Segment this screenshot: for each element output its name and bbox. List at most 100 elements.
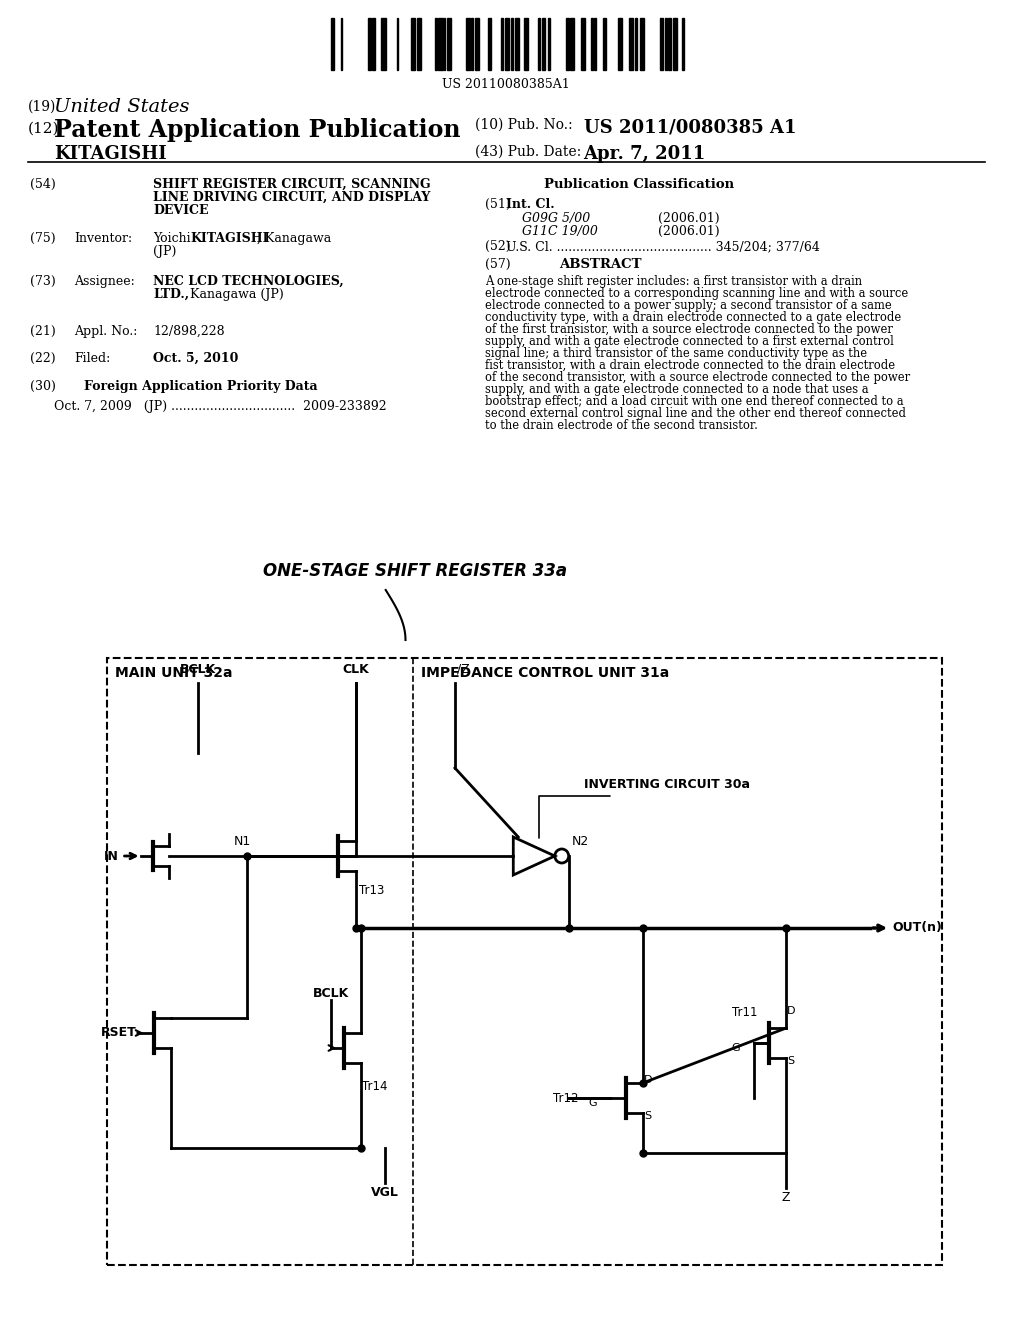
Text: IN: IN [103, 850, 119, 862]
Bar [368, 18, 371, 70]
Text: conductivity type, with a drain electrode connected to a gate electrode: conductivity type, with a drain electrod… [484, 312, 901, 323]
Text: , Kanagawa: , Kanagawa [257, 232, 332, 246]
Bar [341, 18, 342, 70]
Text: (43) Pub. Date:: (43) Pub. Date: [475, 145, 581, 158]
Text: LINE DRIVING CIRCUIT, AND DISPLAY: LINE DRIVING CIRCUIT, AND DISPLAY [154, 191, 431, 205]
Text: NEC LCD TECHNOLOGIES,: NEC LCD TECHNOLOGIES, [154, 275, 344, 288]
Text: S: S [644, 1111, 651, 1121]
Text: Tr11: Tr11 [732, 1006, 758, 1019]
Text: (54): (54) [30, 178, 55, 191]
Bar [524, 18, 528, 70]
Bar [591, 18, 593, 70]
Text: electrode connected to a corresponding scanning line and with a source: electrode connected to a corresponding s… [484, 286, 908, 300]
Text: G09G 5/00: G09G 5/00 [522, 213, 591, 224]
Text: G: G [732, 1043, 740, 1053]
Bar [581, 18, 585, 70]
Text: bootstrap effect; and a load circuit with one end thereof connected to a: bootstrap effect; and a load circuit wit… [484, 395, 903, 408]
Bar [565, 18, 568, 70]
Text: Apr. 7, 2011: Apr. 7, 2011 [584, 145, 706, 162]
Text: LTD.,: LTD., [154, 288, 189, 301]
Text: SHIFT REGISTER CIRCUIT, SCANNING: SHIFT REGISTER CIRCUIT, SCANNING [154, 178, 431, 191]
Text: KITAGISHI: KITAGISHI [54, 145, 167, 162]
Text: IMPEDANCE CONTROL UNIT 31a: IMPEDANCE CONTROL UNIT 31a [421, 667, 670, 680]
Bar [471, 18, 473, 70]
Text: (21): (21) [30, 325, 55, 338]
Text: supply, and with a gate electrode connected to a first external control: supply, and with a gate electrode connec… [484, 335, 894, 348]
Bar [511, 18, 513, 70]
Bar [548, 18, 550, 70]
Bar [411, 18, 415, 70]
Text: fist transistor, with a drain electrode connected to the drain electrode: fist transistor, with a drain electrode … [484, 359, 895, 372]
Bar [501, 18, 503, 70]
Text: Yoichi: Yoichi [154, 232, 195, 246]
Text: 12/898,228: 12/898,228 [154, 325, 225, 338]
Bar [682, 18, 684, 70]
Text: Oct. 7, 2009   (JP) ................................  2009-233892: Oct. 7, 2009 (JP) ......................… [54, 400, 387, 413]
Bar [397, 18, 398, 70]
Text: Patent Application Publication: Patent Application Publication [54, 117, 461, 143]
Text: United States: United States [54, 98, 189, 116]
Bar [466, 18, 470, 70]
Text: RSET: RSET [100, 1027, 136, 1040]
Text: VGL: VGL [371, 1185, 398, 1199]
Bar [629, 18, 634, 70]
Text: US 20110080385A1: US 20110080385A1 [442, 78, 570, 91]
Text: Int. Cl.: Int. Cl. [506, 198, 555, 211]
Text: of the first transistor, with a source electrode connected to the power: of the first transistor, with a source e… [484, 323, 893, 337]
Text: N2: N2 [571, 836, 589, 847]
Text: (75): (75) [30, 232, 55, 246]
Bar [488, 18, 490, 70]
Text: U.S. Cl. ........................................ 345/204; 377/64: U.S. Cl. ...............................… [506, 240, 820, 253]
Text: D: D [644, 1074, 652, 1085]
Bar [332, 18, 334, 70]
Bar [447, 18, 452, 70]
Text: DEVICE: DEVICE [154, 205, 209, 216]
Text: CLK: CLK [343, 663, 370, 676]
Text: (30): (30) [30, 380, 55, 393]
Bar [106, 657, 941, 1265]
Text: Z: Z [782, 1191, 791, 1204]
Text: N1: N1 [233, 836, 251, 847]
Bar [635, 18, 637, 70]
Text: supply, and with a gate electrode connected to a node that uses a: supply, and with a gate electrode connec… [484, 383, 868, 396]
Text: /Z: /Z [457, 663, 470, 676]
Text: Appl. No.:: Appl. No.: [74, 325, 137, 338]
Text: (19): (19) [28, 100, 56, 114]
Bar [418, 18, 421, 70]
Bar [506, 18, 509, 70]
Bar [543, 18, 545, 70]
Text: KITAGISHI: KITAGISHI [190, 232, 269, 246]
Text: (51): (51) [484, 198, 510, 211]
Bar [570, 18, 573, 70]
Text: Foreign Application Priority Data: Foreign Application Priority Data [84, 380, 317, 393]
Text: MAIN UNIT 32a: MAIN UNIT 32a [115, 667, 232, 680]
Text: US 2011/0080385 A1: US 2011/0080385 A1 [584, 117, 796, 136]
Text: A one-stage shift register includes: a first transistor with a drain: A one-stage shift register includes: a f… [484, 275, 862, 288]
Text: ONE-STAGE SHIFT REGISTER 33a: ONE-STAGE SHIFT REGISTER 33a [263, 562, 567, 579]
Bar [659, 18, 663, 70]
Text: Tr13: Tr13 [359, 884, 384, 898]
Bar [640, 18, 644, 70]
Bar [669, 18, 671, 70]
Text: of the second transistor, with a source electrode connected to the power: of the second transistor, with a source … [484, 371, 909, 384]
Text: second external control signal line and the other end thereof connected: second external control signal line and … [484, 407, 905, 420]
Bar [595, 18, 596, 70]
Bar [435, 18, 437, 70]
Bar [618, 18, 623, 70]
Bar [538, 18, 541, 70]
Text: (JP): (JP) [154, 246, 177, 257]
Text: (22): (22) [30, 352, 55, 366]
Text: to the drain electrode of the second transistor.: to the drain electrode of the second tra… [484, 418, 758, 432]
Bar [437, 18, 442, 70]
Bar [443, 18, 445, 70]
Text: Inventor:: Inventor: [74, 232, 132, 246]
Text: (73): (73) [30, 275, 55, 288]
Text: (52): (52) [484, 240, 510, 253]
Text: Assignee:: Assignee: [74, 275, 135, 288]
Text: BCLK: BCLK [313, 987, 349, 1001]
Bar [475, 18, 479, 70]
Text: signal line; a third transistor of the same conductivity type as the: signal line; a third transistor of the s… [484, 347, 866, 360]
Text: (2006.01): (2006.01) [657, 213, 719, 224]
Text: Filed:: Filed: [74, 352, 111, 366]
Bar [515, 18, 519, 70]
